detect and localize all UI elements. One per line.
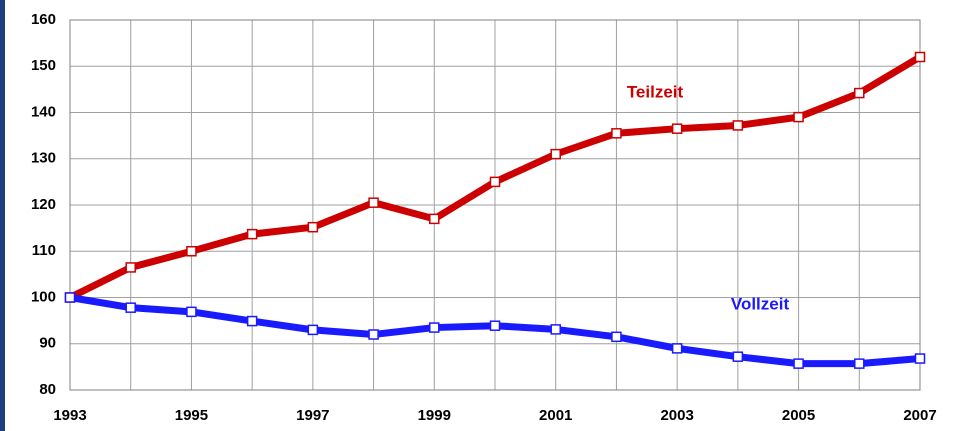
point-marker: [854, 87, 865, 99]
y-tick-label: 160: [31, 11, 56, 28]
point-marker: [64, 292, 76, 303]
point-marker: [246, 228, 258, 240]
y-tick-label: 150: [31, 57, 56, 74]
left-border: [0, 0, 5, 431]
x-tick-label: 2003: [660, 407, 693, 424]
point-marker: [307, 324, 319, 336]
y-tick-label: 80: [39, 381, 56, 398]
point-marker: [854, 358, 865, 369]
point-marker: [125, 302, 136, 313]
point-marker: [125, 262, 136, 273]
x-tick-label: 1997: [296, 407, 329, 424]
point-marker: [186, 306, 197, 318]
point-marker: [732, 351, 744, 362]
y-tick-label: 130: [31, 150, 56, 167]
point-marker: [246, 315, 258, 327]
point-marker: [186, 246, 197, 257]
point-marker: [611, 331, 622, 343]
point-marker: [368, 329, 379, 340]
point-marker: [489, 320, 501, 331]
y-tick-label: 110: [32, 242, 56, 259]
x-tick-label: 2007: [903, 407, 936, 424]
point-marker: [489, 176, 501, 188]
y-tick-label: 140: [31, 103, 56, 120]
point-marker: [793, 111, 804, 123]
point-marker: [550, 148, 561, 160]
y-tick-label: 90: [39, 335, 56, 352]
point-marker: [793, 358, 804, 369]
y-tick-label: 100: [31, 288, 56, 305]
point-marker: [368, 197, 379, 208]
point-marker: [307, 221, 319, 233]
point-marker: [429, 213, 440, 225]
plot-border: [69, 19, 921, 391]
x-tick-label: 1993: [53, 407, 86, 424]
point-marker: [611, 128, 622, 139]
point-marker: [914, 51, 926, 63]
y-tick-label: 120: [31, 196, 56, 213]
point-marker: [914, 353, 926, 364]
series-label: Vollzeit: [731, 294, 790, 313]
x-tick-label: 1995: [175, 407, 208, 424]
point-marker: [671, 343, 683, 354]
x-tick-label: 1999: [418, 407, 451, 424]
series-label: Teilzeit: [627, 82, 684, 101]
point-marker: [429, 322, 440, 333]
point-marker: [732, 120, 744, 131]
point-marker: [550, 324, 561, 335]
x-tick-label: 2005: [782, 407, 815, 424]
x-tick-label: 2001: [539, 407, 572, 424]
point-marker: [671, 123, 683, 134]
